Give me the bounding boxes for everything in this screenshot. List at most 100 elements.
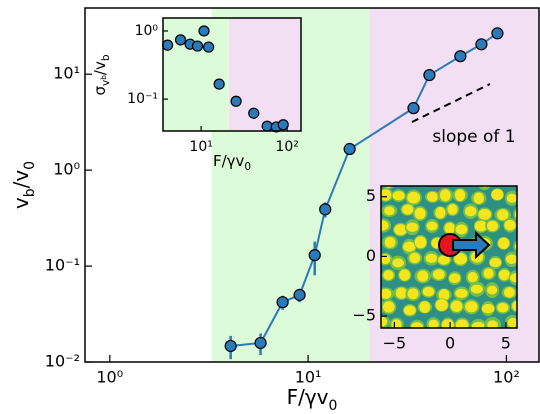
- point: [344, 144, 355, 155]
- cell-core: [404, 305, 416, 315]
- cell-core: [455, 289, 468, 298]
- label-part: F/γv: [213, 152, 245, 170]
- x-tick-label: 10⁰: [96, 368, 123, 387]
- page: {"chart_data": [ {"type": "line", "xlabe…: [0, 0, 540, 414]
- cell-core: [392, 258, 404, 267]
- y-tick-label: 10⁰: [135, 23, 159, 39]
- cell-core: [471, 285, 483, 294]
- point: [424, 70, 435, 81]
- cell-core: [465, 301, 478, 312]
- cell-core: [451, 301, 463, 312]
- cell-core: [385, 237, 396, 248]
- cell-core: [427, 221, 438, 230]
- cell-core: [465, 206, 477, 216]
- cell-core: [506, 255, 518, 264]
- point: [309, 250, 320, 261]
- y-tick-label: 10⁻¹: [45, 256, 80, 275]
- label-part: σ: [91, 86, 109, 96]
- x-tick-label: −5: [383, 334, 407, 353]
- label-part: 0: [329, 398, 338, 414]
- cell-core: [415, 236, 427, 248]
- y-tick-label: −5: [352, 306, 376, 325]
- cell-core: [447, 204, 457, 215]
- cell-core: [435, 299, 447, 311]
- label-part: v: [9, 197, 33, 209]
- label-part: /v: [91, 61, 109, 75]
- cell-core: [497, 303, 508, 313]
- y-tick-label: 10¹: [53, 64, 80, 83]
- cell-core: [407, 192, 420, 204]
- cell-core: [487, 286, 497, 295]
- cell-core: [380, 189, 391, 201]
- cell-core: [484, 268, 494, 278]
- y-tick-label: 10⁻²: [45, 352, 80, 371]
- cell-core: [482, 304, 495, 313]
- point: [294, 289, 305, 300]
- annotation: slope of 1: [432, 127, 515, 147]
- cell-core: [498, 237, 509, 249]
- point: [192, 41, 202, 51]
- cell-core: [393, 191, 405, 200]
- cell-core: [474, 193, 484, 204]
- label-part: F/γv: [287, 385, 329, 409]
- cell-core: [455, 224, 467, 234]
- y-tick-label: 0: [366, 246, 376, 265]
- cell-core: [408, 288, 419, 299]
- cell-core: [384, 206, 394, 215]
- cell-core: [433, 269, 445, 279]
- region: [229, 18, 301, 131]
- cell-core: [383, 301, 395, 312]
- point: [249, 108, 259, 118]
- cell-core: [435, 207, 445, 219]
- point: [176, 35, 186, 45]
- x-tick-label: 10²: [493, 368, 520, 387]
- cell-core: [504, 220, 515, 231]
- cell-core: [406, 222, 418, 231]
- cell-core: [409, 253, 420, 264]
- point: [231, 96, 241, 106]
- cell-core: [499, 270, 510, 281]
- point: [214, 79, 224, 89]
- point: [225, 340, 236, 351]
- cell-core: [491, 189, 503, 200]
- cell-core: [478, 209, 491, 220]
- cell-core: [489, 258, 501, 267]
- cell-core: [380, 254, 390, 264]
- label-part: 0: [22, 161, 38, 170]
- point: [320, 204, 331, 215]
- cell-core: [394, 224, 407, 235]
- y-tick-label: 5: [366, 186, 376, 205]
- point: [199, 26, 209, 36]
- x-tick-label: 10²: [275, 139, 298, 155]
- cell-core: [403, 242, 415, 252]
- label-part: 0: [244, 161, 251, 173]
- x-tick-label: 10¹: [189, 139, 212, 155]
- cell-core: [423, 287, 435, 297]
- cell-core: [426, 254, 437, 263]
- point: [255, 337, 266, 348]
- cell-core: [449, 273, 460, 283]
- cell-core: [455, 189, 465, 201]
- point: [163, 40, 173, 50]
- point: [476, 39, 487, 50]
- y-tick-label: 10⁰: [53, 160, 80, 179]
- cell-core: [504, 287, 515, 297]
- cell-core: [427, 192, 438, 202]
- cell-core: [468, 272, 478, 282]
- cell-core: [383, 270, 393, 280]
- cell-core: [396, 287, 407, 298]
- x-tick-label: 5: [501, 334, 511, 353]
- cell-core: [415, 208, 426, 220]
- label-part: b: [100, 54, 112, 61]
- region: [163, 18, 229, 131]
- cell-core: [402, 204, 413, 214]
- point: [408, 103, 419, 114]
- cell-core: [444, 223, 455, 234]
- cell-core: [419, 301, 430, 313]
- cell-core: [487, 221, 498, 232]
- axis-label: vb/v0: [9, 161, 39, 209]
- cell-core: [440, 189, 451, 201]
- point: [455, 51, 466, 62]
- cell-core: [380, 289, 391, 299]
- cell-core: [417, 270, 428, 281]
